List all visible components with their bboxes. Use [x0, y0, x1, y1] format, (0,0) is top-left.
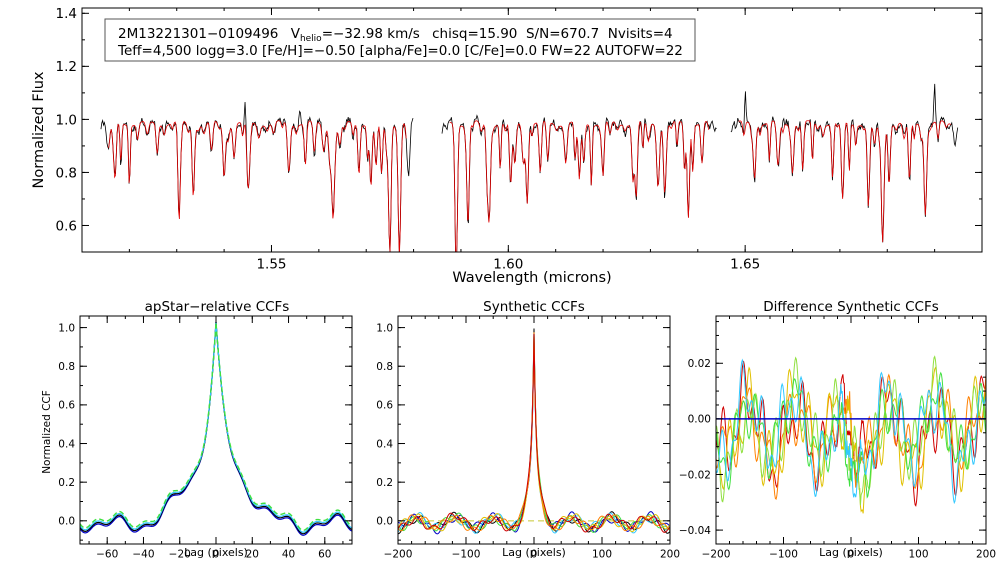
- difference-ccf-series-diff-5: [716, 371, 986, 499]
- y-tick-label: 0.2: [58, 477, 75, 489]
- y-tick-label: 1.0: [376, 322, 393, 334]
- x-tick-label: 1.55: [256, 257, 286, 273]
- apstar-ccf-title: apStar−relative CCFs: [145, 299, 290, 315]
- y-tick-label: −0.02: [679, 469, 711, 481]
- y-tick-label: 0.4: [376, 438, 393, 450]
- x-tick-label: 20: [246, 549, 259, 561]
- synthetic-ccf-series-ccf-6: [398, 332, 670, 532]
- spectrum-series-synthetic: [108, 120, 407, 252]
- fit-stats: chisq=15.90 S/N=670.7 Nvisits=4: [432, 26, 672, 42]
- apstar-ccf-axes: −60 −40 −20 0 20 40 60 0.0 0.2 0.4 0.6 0.8 1.0: [58, 316, 352, 561]
- difference-ccf-axes: −200 −100 0 100 200 −0.04 −0.02 0.00 0.02: [679, 316, 996, 561]
- spectrum-axes: 1.55 1.60 1.65 0.6 0.8 1.0 1.2 1.4: [56, 6, 982, 273]
- difference-ccf-series-diff-2: [716, 373, 986, 501]
- spectrum-info-box: [104, 18, 696, 62]
- spectrum-info-line-2: Teff=4,500 logg=3.0 [Fe/H]=−0.50 [alpha/…: [117, 43, 683, 59]
- spectrum-x-label: Wavelength (microns): [452, 270, 611, 286]
- difference-ccf-title: Difference Synthetic CCFs: [763, 299, 939, 315]
- y-tick-label: 0.8: [376, 361, 393, 373]
- x-tick-label: 0: [848, 549, 855, 561]
- spectrum-panel: 1.55 1.60 1.65 0.6 0.8 1.0 1.2 1.4 2M13221301−0…: [31, 6, 983, 286]
- vhelio-subscript: helio: [300, 34, 322, 44]
- apstar-ccf-panel: apStar−relative CCFs −60 −40 −20 0 20 40 60 0.0…: [41, 299, 353, 561]
- x-tick-label: 0: [531, 549, 538, 561]
- synthetic-ccf-series-ccf-7: [398, 333, 670, 533]
- difference-ccf-plot-area: [716, 355, 986, 514]
- y-tick-label: 1.0: [58, 322, 75, 334]
- x-tick-label: 1.60: [493, 257, 523, 273]
- y-tick-label: 0.00: [688, 414, 711, 426]
- y-tick-label: 1.4: [56, 6, 77, 22]
- x-tick-label: 200: [660, 549, 680, 561]
- apstar-ccf-y-label: Normalized CCF: [41, 390, 53, 474]
- x-tick-label: −100: [452, 549, 481, 561]
- vhelio-prefix: V: [291, 26, 301, 42]
- y-tick-label: 0.0: [58, 516, 75, 528]
- y-tick-label: 0.0: [376, 516, 393, 528]
- y-tick-label: 0.6: [56, 218, 77, 234]
- y-tick-label: 0.6: [376, 400, 393, 412]
- y-tick-label: 0.2: [376, 477, 393, 489]
- synthetic-ccf-axes: −200 −100 0 100 200 0.0 0.2 0.4 0.6 0.8 1.0: [376, 316, 680, 561]
- y-tick-label: 0.6: [58, 400, 75, 412]
- apstar-ccf-x-label: Lag (pixels): [184, 546, 248, 559]
- x-tick-label: 0: [213, 549, 220, 561]
- apstar-ccf-series-visit-4: [80, 322, 352, 532]
- vhelio-value: =−32.98 km/s: [322, 26, 420, 42]
- spectrum-series-synthetic: [738, 120, 952, 243]
- synthetic-ccf-x-label: Lag (pixels): [502, 546, 566, 559]
- spectrum-series-synthetic: [449, 120, 710, 252]
- spectrum-y-label: Normalized Flux: [31, 71, 47, 188]
- spectrum-info-line-1: 2M13221301−0109496 Vhelio=−32.98 km/s ch…: [118, 26, 673, 44]
- y-tick-label: 0.8: [56, 165, 77, 181]
- y-tick-label: 0.8: [58, 361, 75, 373]
- y-tick-label: 1.0: [56, 112, 77, 128]
- x-tick-label: 60: [318, 549, 331, 561]
- x-tick-label: 200: [976, 549, 996, 561]
- y-tick-label: 1.2: [56, 59, 77, 75]
- x-tick-label: −200: [384, 549, 413, 561]
- x-tick-label: 1.65: [730, 257, 760, 273]
- synthetic-ccf-panel: Synthetic CCFs −200 −100 0 100 200 0.0 0.2 0.4 0…: [376, 299, 680, 561]
- difference-ccf-series-diff-6: [716, 358, 986, 505]
- spectrum-plot-area: [100, 83, 959, 252]
- x-tick-label: −100: [769, 549, 798, 561]
- x-tick-label: −20: [169, 549, 191, 561]
- x-tick-label: −200: [702, 549, 731, 561]
- y-tick-label: −0.04: [679, 525, 711, 537]
- x-tick-label: −60: [96, 549, 118, 561]
- difference-ccf-x-label: Lag (pixels): [819, 546, 883, 559]
- x-tick-label: 40: [282, 549, 295, 561]
- y-tick-label: 0.4: [58, 438, 75, 450]
- x-tick-label: −40: [132, 549, 154, 561]
- x-tick-label: 100: [908, 549, 928, 561]
- y-tick-label: 0.02: [688, 358, 711, 370]
- star-id: 2M13221301−0109496: [118, 26, 278, 42]
- x-tick-label: 100: [592, 549, 612, 561]
- synthetic-ccf-title: Synthetic CCFs: [483, 299, 585, 315]
- synthetic-ccf-plot-area: [398, 328, 670, 535]
- difference-ccf-series-diff-4: [716, 355, 986, 506]
- difference-ccf-panel: Difference Synthetic CCFs −200 −100 0 100 20…: [679, 299, 996, 561]
- spectrum-frame: [81, 7, 983, 253]
